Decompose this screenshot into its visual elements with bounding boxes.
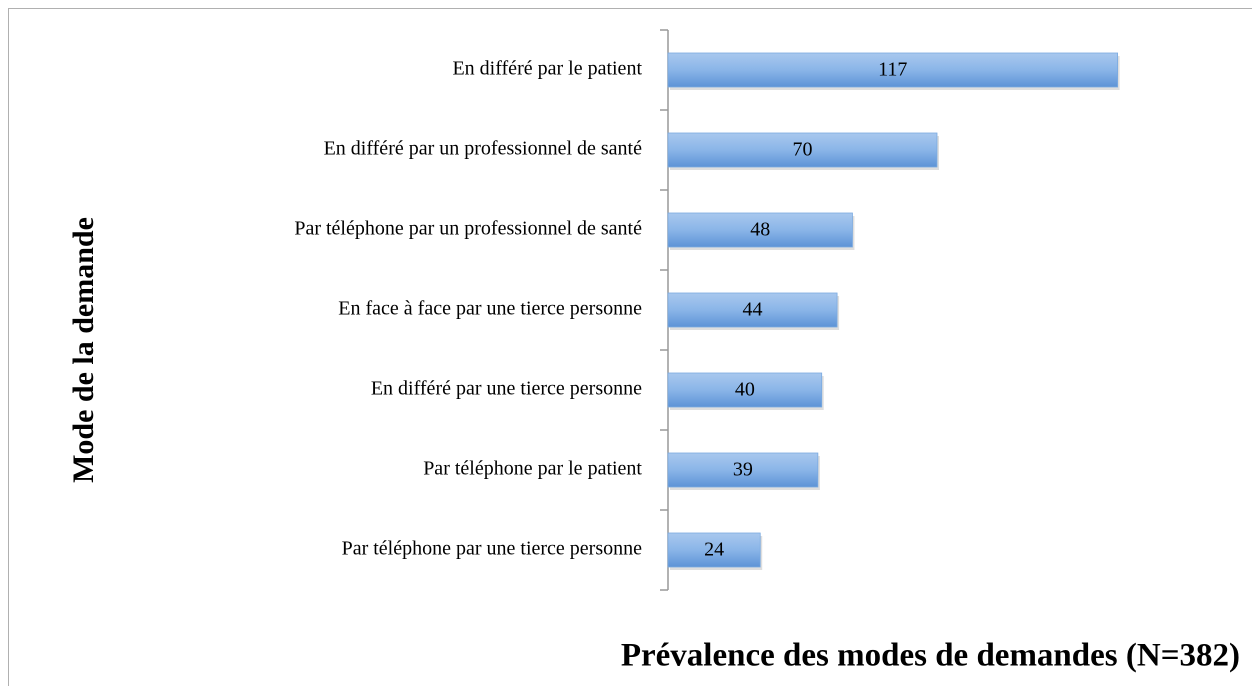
value-label: 70 — [793, 139, 813, 161]
bar — [667, 132, 938, 168]
value-label: 48 — [750, 219, 770, 241]
bar — [667, 52, 1119, 88]
category-label: En différé par un professionnel de santé — [324, 138, 643, 160]
bar — [667, 212, 853, 248]
category-label: En différé par le patient — [452, 58, 642, 80]
category-label: Par téléphone par une tierce personne — [342, 538, 643, 560]
value-label: 117 — [878, 59, 907, 81]
value-label: 40 — [735, 379, 755, 401]
bar — [667, 372, 823, 408]
bar — [667, 452, 819, 488]
value-label: 24 — [704, 539, 724, 561]
chart-frame — [8, 8, 1252, 686]
category-label: En face à face par une tierce personne — [338, 298, 642, 320]
y-axis-title: Mode de la demande — [67, 217, 100, 483]
category-label: Par téléphone par le patient — [423, 458, 642, 480]
value-label: 44 — [743, 299, 763, 321]
bar — [667, 292, 838, 328]
value-label: 39 — [733, 459, 753, 481]
chart-title: Prévalence des modes de demandes (N=382) — [621, 638, 1240, 674]
category-label: Par téléphone par un professionnel de sa… — [294, 218, 642, 240]
bar — [667, 532, 761, 568]
category-label: En différé par une tierce personne — [371, 378, 642, 400]
